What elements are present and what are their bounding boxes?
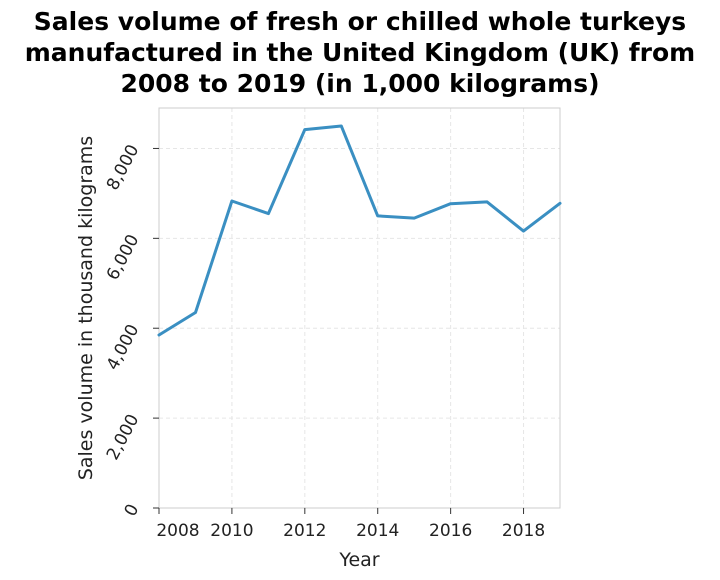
series-points (157, 124, 562, 337)
chart-title-line-1: Sales volume of fresh or chilled whole t… (33, 7, 687, 36)
chart-title-line-3: 2008 to 2019 (in 1,000 kilograms) (120, 69, 600, 98)
x-tick-label: 2012 (283, 521, 326, 541)
x-tick-label: 2018 (502, 521, 545, 541)
x-axis-label: Year (338, 549, 379, 571)
y-tick-label: 2,000 (103, 411, 144, 463)
x-tick-label: 2016 (429, 521, 472, 541)
chart-title: Sales volume of fresh or chilled whole t… (0, 6, 720, 99)
y-tick-label: 8,000 (103, 141, 144, 193)
y-axis-label: Sales volume in thousand kilograms (75, 136, 97, 480)
y-tick-label: 6,000 (103, 231, 144, 283)
chart-title-line-2: manufactured in the United Kingdom (UK) … (24, 38, 696, 67)
grid-lines (158, 108, 560, 508)
x-tick-label: 2010 (210, 521, 253, 541)
plot-area (158, 107, 561, 509)
x-tick-label: 2014 (356, 521, 399, 541)
y-tick-label: 0 (121, 501, 144, 520)
y-tick-label: 4,000 (103, 321, 144, 373)
x-tick-label: 2008 (156, 521, 199, 541)
series-line (157, 124, 562, 337)
